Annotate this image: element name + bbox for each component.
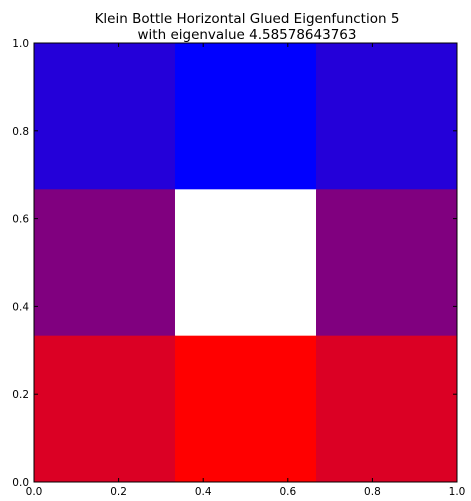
heatmap-cell (174, 335, 317, 483)
heatmap-cell (316, 43, 458, 190)
axis-ticks: 0.0 0.2 0.4 0.6 0.8 1.0 0.0 0.2 0.4 0.6 0.8 1.0 (12, 38, 466, 498)
heatmap-cell (316, 335, 458, 483)
heatmap-cell (34, 43, 176, 190)
y-tick-label: 0.8 (12, 126, 29, 138)
heatmap-cell (316, 189, 458, 337)
x-tick-label: 0.6 (279, 486, 296, 497)
y-tick-label: 1.0 (12, 38, 29, 50)
y-tick-label: 0.2 (12, 389, 29, 401)
x-tick-label: 0.2 (110, 486, 127, 497)
plot-frame (33, 42, 458, 483)
heatmap-cell (34, 335, 176, 483)
chart-subtitle: with eigenvalue 4.58578643763 (138, 27, 357, 43)
y-tick-label: 0.6 (12, 214, 29, 226)
x-tick-label: 0.4 (195, 486, 212, 497)
x-tick-label: 1.0 (449, 486, 466, 497)
y-tick-label: 0.0 (12, 477, 29, 489)
heatmap-cell (174, 189, 317, 337)
x-tick-label: 0.8 (364, 486, 381, 497)
chart-title: Klein Bottle Horizontal Glued Eigenfunct… (95, 11, 400, 27)
heatmap-cell (174, 43, 317, 190)
heatmap-cell (34, 189, 176, 337)
y-tick-label: 0.4 (12, 301, 29, 313)
heatmap-cells (34, 43, 458, 483)
x-tick-label: 0.0 (26, 486, 43, 497)
